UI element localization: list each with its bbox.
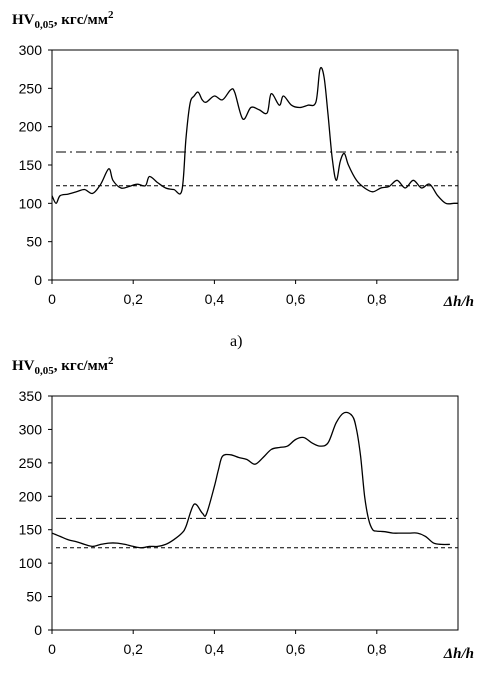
- x-tick-label: 0,2: [123, 641, 143, 657]
- x-tick-label: 0,4: [205, 291, 225, 307]
- y-tick-label: 300: [19, 421, 43, 437]
- y-tick-label: 150: [19, 157, 43, 173]
- y-axis-label-subscript: 0,05: [35, 19, 55, 31]
- chart-panel-1: 0 50 100 150 200 250 300 0 0,2 0,4 0,6 0,8 HV0,05, к…: [12, 9, 474, 350]
- x-tick-label: 0,6: [286, 641, 306, 657]
- y-tick-label: 200: [19, 119, 43, 135]
- y-tick-label: 0: [34, 622, 42, 638]
- plot-frame: [51, 395, 459, 631]
- x-tick-label: 0,4: [205, 641, 225, 657]
- y-tick-label: 300: [19, 42, 43, 58]
- y-axis-label-unit: , кгс/мм: [54, 358, 108, 374]
- x-tick-label: 0,6: [286, 291, 306, 307]
- y-tick-label: 150: [19, 522, 43, 538]
- y-tick-label: 200: [19, 488, 43, 504]
- y-axis-label: HV0,05, кгс/мм2: [12, 9, 114, 31]
- y-tick-label: 0: [34, 272, 42, 288]
- hardness-series-line: [51, 66, 459, 205]
- y-axis-label-superscript: 2: [108, 9, 114, 21]
- y-axis-label-superscript: 2: [108, 355, 114, 367]
- y-axis-label-main: HV: [12, 12, 35, 28]
- y-axis-label-main: HV: [12, 358, 35, 374]
- y-tick-label: 350: [19, 388, 43, 404]
- x-tick-label: 0,8: [367, 291, 387, 307]
- y-tick-label: 250: [19, 455, 43, 471]
- chart-panel-2: 0 50 100 150 200 250 300 350 0 0,2 0,4 0,6 0,8 HV0,05…: [12, 355, 474, 662]
- y-tick-label: 250: [19, 80, 43, 96]
- y-tick-label: 100: [19, 195, 43, 211]
- x-tick-label: 0,2: [123, 291, 143, 307]
- y-tick-label: 50: [26, 234, 42, 250]
- y-axis-label: HV0,05, кгс/мм2: [12, 355, 114, 377]
- y-axis-label-unit: , кгс/мм: [54, 12, 108, 28]
- panel-label: а): [230, 333, 242, 350]
- x-axis-label: Δh/h: [443, 294, 474, 310]
- plot-frame: [51, 49, 459, 281]
- hardness-series-line: [51, 411, 450, 549]
- y-tick-label: 100: [19, 555, 43, 571]
- x-tick-label: 0,8: [367, 641, 387, 657]
- x-axis-label: Δh/h: [443, 646, 474, 662]
- y-axis-label-subscript: 0,05: [35, 365, 55, 377]
- y-tick-label: 50: [26, 589, 42, 605]
- x-tick-label: 0: [48, 291, 56, 307]
- x-tick-label: 0: [48, 641, 56, 657]
